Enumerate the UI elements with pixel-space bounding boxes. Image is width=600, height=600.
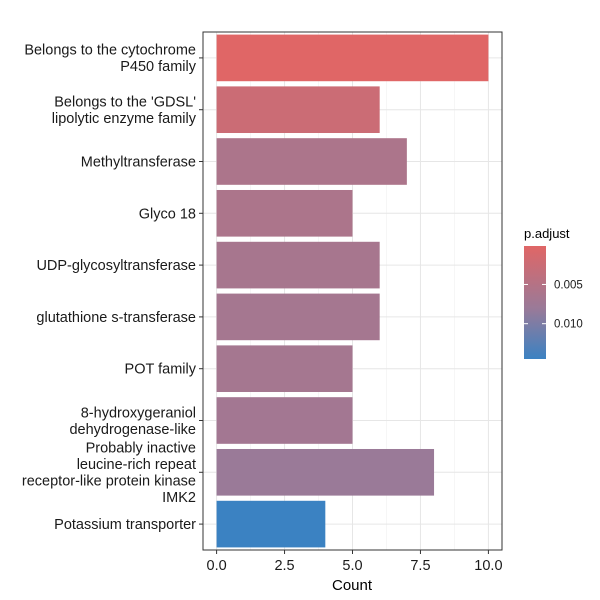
legend-colorbar bbox=[524, 246, 546, 359]
category-label-5-line-0: glutathione s-transferase bbox=[36, 310, 196, 326]
category-label-6-line-0: POT family bbox=[125, 362, 197, 378]
bar-8 bbox=[216, 448, 435, 496]
bar-2 bbox=[216, 138, 407, 185]
bar-4 bbox=[216, 241, 380, 289]
x-tick-label-4: 10.0 bbox=[474, 558, 502, 574]
category-label-9-line-0: Potassium transporter bbox=[54, 517, 196, 533]
legend-tick-label-0: 0.005 bbox=[554, 279, 583, 291]
category-label-8-line-3: IMK2 bbox=[162, 490, 196, 506]
category-label-1-line-1: lipolytic enzyme family bbox=[52, 111, 197, 127]
bar-3 bbox=[216, 189, 353, 237]
category-label-8-line-1: leucine-rich repeat bbox=[77, 457, 196, 473]
legend-ticks: 0.005 0.010 bbox=[524, 279, 583, 331]
category-label-1-line-0: Belongs to the 'GDSL' bbox=[54, 94, 196, 110]
bar-6 bbox=[216, 345, 353, 393]
category-label-8-line-2: receptor-like protein kinase bbox=[22, 474, 196, 490]
bar-0 bbox=[216, 34, 489, 82]
bar-7 bbox=[216, 397, 353, 444]
category-label-7-line-0: 8-hydroxygeraniol bbox=[81, 405, 196, 421]
category-label-3-line-0: Glyco 18 bbox=[139, 206, 196, 222]
x-tick-label-1: 2.5 bbox=[274, 558, 294, 574]
category-label-0-line-0: Belongs to the cytochrome bbox=[24, 43, 196, 59]
x-axis-ticks: 0.0 2.5 5.0 7.5 10.0 bbox=[207, 550, 503, 574]
legend-tick-label-1: 0.010 bbox=[554, 319, 583, 331]
category-label-7-line-1: dehydrogenase-like bbox=[69, 422, 196, 438]
x-tick-label-0: 0.0 bbox=[207, 558, 227, 574]
bar-1 bbox=[216, 86, 380, 134]
x-tick-label-2: 5.0 bbox=[342, 558, 362, 574]
category-label-8-line-0: Probably inactive bbox=[86, 441, 196, 457]
x-tick-label-3: 7.5 bbox=[410, 558, 430, 574]
bar-9 bbox=[216, 500, 326, 548]
category-label-4-line-0: UDP-glycosyltransferase bbox=[36, 258, 196, 274]
legend-title: p.adjust bbox=[524, 226, 570, 241]
x-axis-title: Count bbox=[332, 577, 373, 594]
bar-5 bbox=[216, 293, 380, 341]
legend: p.adjust 0.005 0.010 bbox=[524, 226, 583, 359]
category-label-2-line-0: Methyltransferase bbox=[81, 155, 196, 171]
category-label-0-line-1: P450 family bbox=[120, 59, 197, 75]
bars bbox=[216, 34, 489, 548]
